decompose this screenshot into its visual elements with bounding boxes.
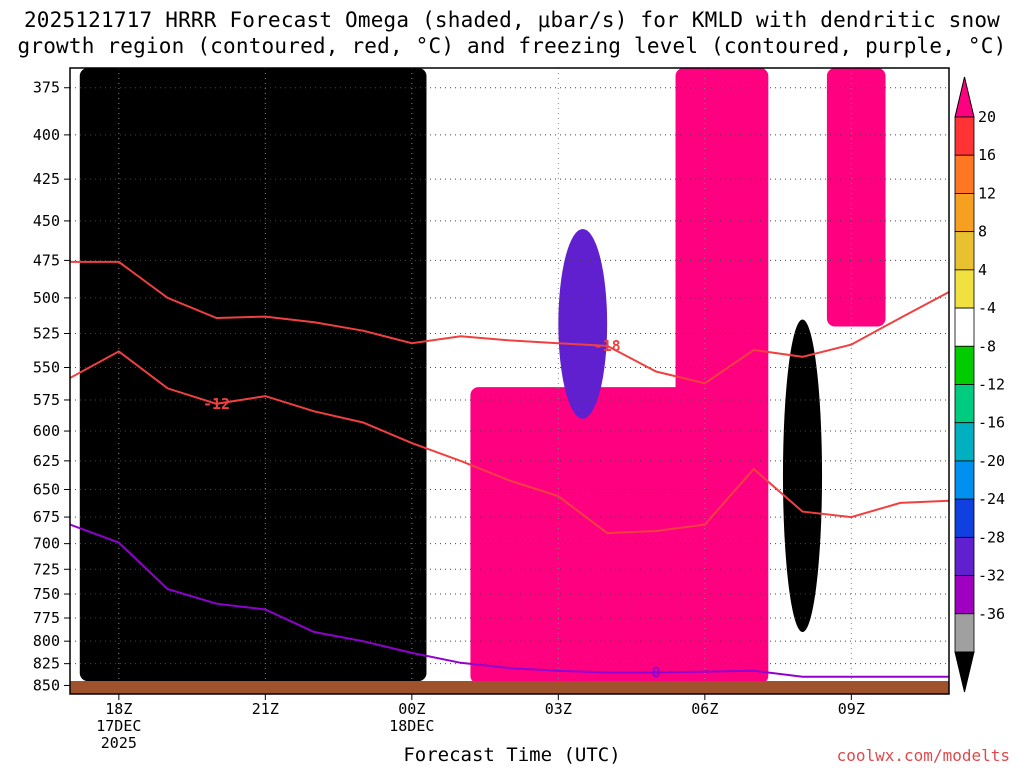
y-tick-label: 500 <box>33 289 60 307</box>
y-tick-label: 425 <box>33 170 60 188</box>
omega-region-5 <box>558 228 608 419</box>
y-axis: 375 400 425 450 475 500 525 550 575 600 625 650 675 7… <box>33 79 70 694</box>
y-tick-label: 825 <box>33 655 60 673</box>
x-tick-label: 18Z <box>105 700 132 718</box>
colorbar-swatch <box>954 345 975 385</box>
y-tick-label: 575 <box>33 391 60 409</box>
colorbar-swatch <box>954 575 975 615</box>
colorbar-swatch <box>954 231 975 271</box>
colorbar-label: 20 <box>978 108 996 126</box>
omega-region-0 <box>79 68 427 682</box>
contour-line-0 <box>70 350 949 535</box>
colorbar-label: 8 <box>978 223 987 241</box>
contour-label-1: -18 <box>594 337 621 355</box>
x-tick-label: 00Z <box>398 700 425 718</box>
colorbar-swatch <box>954 498 975 538</box>
colorbar-label: -36 <box>978 605 1005 623</box>
contour-label-0: -12 <box>203 395 230 413</box>
y-tick-label: 675 <box>33 508 60 526</box>
colorbar-label: 16 <box>978 146 996 164</box>
colorbar-swatch <box>954 536 975 576</box>
colorbar-swatch <box>954 384 975 424</box>
plot-area: -12 -18 0 <box>70 68 949 694</box>
omega-region-4 <box>826 68 886 327</box>
x-tick-date-label: 17DEC <box>96 717 141 735</box>
omega-region-1 <box>782 319 823 632</box>
omega-region-3 <box>675 68 769 684</box>
colorbar-label: -28 <box>978 528 1005 546</box>
y-tick-label: 850 <box>33 676 60 694</box>
colorbar-label: 4 <box>978 261 987 279</box>
source-credit: coolwx.com/modelts <box>836 746 1010 765</box>
colorbar-swatch <box>954 193 975 233</box>
colorbar: 20 16 12 8 4 -4 -8 -12 -16 -20 -24 -28 -32 -36 <box>954 76 1005 693</box>
y-tick-label: 475 <box>33 251 60 269</box>
y-tick-label: 525 <box>33 325 60 343</box>
x-tick-label: 21Z <box>252 700 279 718</box>
colorbar-top-arrow <box>954 76 975 118</box>
colorbar-swatch <box>954 307 975 347</box>
y-tick-label: 600 <box>33 422 60 440</box>
y-tick-label: 750 <box>33 585 60 603</box>
x-tick-date-label: 18DEC <box>389 717 434 735</box>
colorbar-label: -4 <box>978 299 996 317</box>
colorbar-label: 12 <box>978 184 996 202</box>
y-tick-label: 550 <box>33 358 60 376</box>
y-tick-label: 775 <box>33 609 60 627</box>
plot-frame <box>69 67 950 695</box>
colorbar-label: -32 <box>978 567 1005 585</box>
colorbar-bottom-arrow <box>954 651 975 693</box>
colorbar-swatch <box>954 422 975 462</box>
y-tick-label: 650 <box>33 481 60 499</box>
y-tick-label: 625 <box>33 452 60 470</box>
colorbar-swatch <box>954 613 975 653</box>
contour-label-2: 0 <box>651 663 660 681</box>
contour-line-2 <box>70 523 949 678</box>
colorbar-swatch <box>954 269 975 309</box>
colorbar-swatch <box>954 154 975 194</box>
colorbar-swatch <box>954 460 975 500</box>
colorbar-swatch <box>954 116 975 156</box>
chart-title-line2: growth region (contoured, red, °C) and f… <box>17 34 1007 58</box>
x-tick-year-label: 2025 <box>101 734 137 752</box>
chart-title-line1: 2025121717 HRRR Forecast Omega (shaded, … <box>23 8 1001 32</box>
x-tick-label: 03Z <box>545 700 572 718</box>
colorbar-label: -16 <box>978 414 1005 432</box>
x-tick-label: 06Z <box>691 700 718 718</box>
contour-line-1 <box>70 260 949 385</box>
y-tick-label: 375 <box>33 79 60 97</box>
y-tick-label: 800 <box>33 632 60 650</box>
colorbar-label: -12 <box>978 376 1005 394</box>
y-tick-label: 725 <box>33 560 60 578</box>
y-tick-label: 400 <box>33 126 60 144</box>
x-tick-label: 09Z <box>838 700 865 718</box>
omega-region-2 <box>470 387 740 684</box>
terrain-band <box>70 681 949 694</box>
y-tick-label: 450 <box>33 212 60 230</box>
colorbar-label: -20 <box>978 452 1005 470</box>
colorbar-label: -8 <box>978 337 996 355</box>
x-axis-label: Forecast Time (UTC) <box>403 744 621 766</box>
colorbar-label: -24 <box>978 490 1005 508</box>
y-tick-label: 700 <box>33 535 60 553</box>
